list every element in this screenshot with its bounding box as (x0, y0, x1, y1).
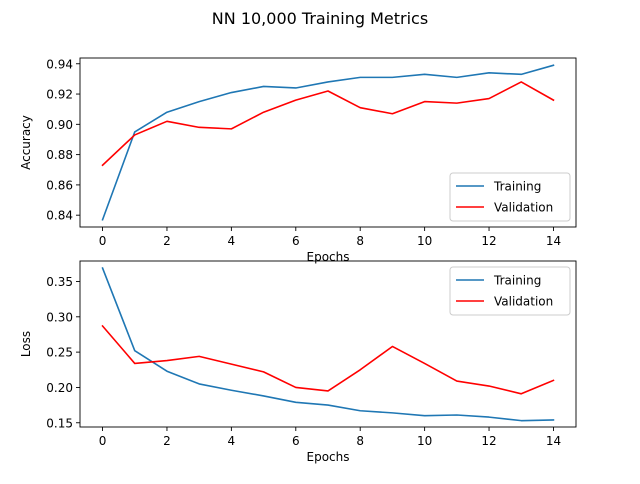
chart-panel-0: 0 2 4 6 8 10 12 14 0.84 0.86 0.88 0.90 0.92 0.94 Epoch… (19, 57, 577, 264)
x-tick-label: 14 (546, 434, 561, 448)
legend-label-validation: Validation (494, 295, 553, 309)
x-tick-label: 2 (163, 434, 171, 448)
x-axis-label: Epochs (307, 450, 350, 464)
y-tick-label: 0.86 (46, 178, 73, 192)
y-tick-label: 0.90 (46, 118, 73, 132)
x-tick-label: 4 (228, 434, 236, 448)
legend-box (449, 172, 571, 222)
axes-frame (79, 57, 577, 228)
x-tick-label: 14 (546, 234, 561, 248)
y-tick-label: 0.25 (46, 346, 73, 360)
series-line-validation (101, 81, 555, 167)
series-line-training (101, 267, 555, 422)
legend: Training Validation (449, 172, 571, 222)
axes-frame (79, 260, 577, 428)
legend-box (449, 266, 571, 316)
x-tick-label: 12 (481, 434, 496, 448)
y-tick-label: 0.88 (46, 148, 73, 162)
y-tick-label: 0.35 (46, 275, 73, 289)
x-tick-label: 4 (228, 234, 236, 248)
x-tick-label: 10 (417, 234, 432, 248)
x-tick-label: 0 (99, 234, 107, 248)
x-tick-label: 12 (481, 234, 496, 248)
y-tick-label: 0.30 (46, 310, 73, 324)
legend-label-training: Training (493, 274, 541, 288)
x-tick-label: 2 (163, 234, 171, 248)
series-line-training (101, 64, 555, 221)
legend-label-training: Training (493, 180, 541, 194)
x-tick-label: 10 (417, 434, 432, 448)
y-axis-label: Accuracy (19, 115, 33, 170)
x-tick-label: 8 (356, 234, 364, 248)
figure-title: NN 10,000 Training Metrics (212, 9, 428, 28)
y-tick-label: 0.84 (46, 209, 73, 223)
y-tick-label: 0.94 (46, 57, 73, 71)
x-tick-label: 6 (292, 434, 300, 448)
legend-label-validation: Validation (494, 201, 553, 215)
y-tick-label: 0.92 (46, 88, 73, 102)
y-tick-label: 0.15 (46, 416, 73, 430)
x-axis-label: Epochs (307, 250, 350, 264)
series-line-validation (101, 324, 555, 395)
x-tick-label: 8 (356, 434, 364, 448)
y-axis-label: Loss (19, 331, 33, 357)
y-tick-label: 0.20 (46, 381, 73, 395)
x-tick-label: 0 (99, 434, 107, 448)
legend: Training Validation (449, 266, 571, 316)
x-tick-label: 6 (292, 234, 300, 248)
chart-panel-1: 0 2 4 6 8 10 12 14 0.15 0.20 0.25 0.30 0.35 Epochs Los… (19, 260, 577, 464)
